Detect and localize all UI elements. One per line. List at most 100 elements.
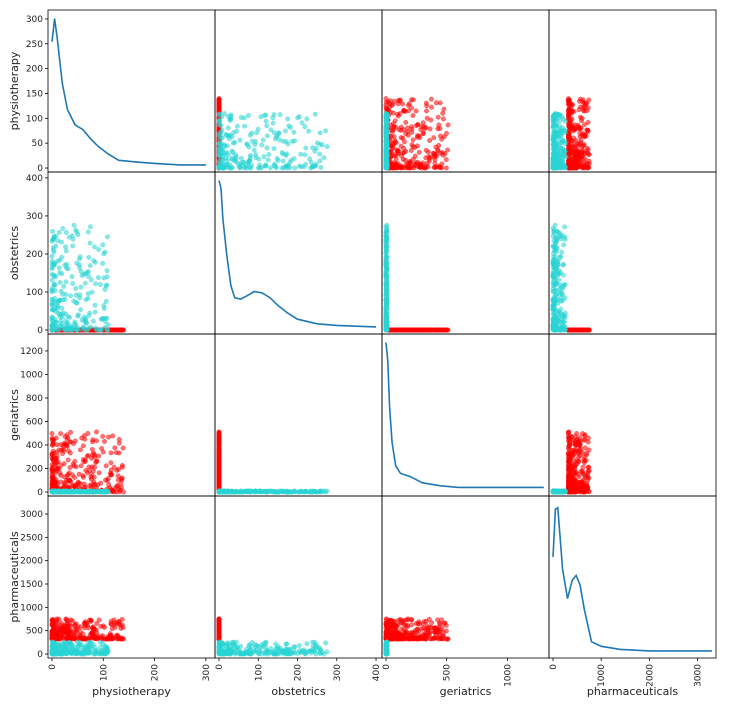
data-point (383, 268, 389, 274)
data-point (551, 229, 556, 235)
data-point (216, 462, 222, 468)
data-point (388, 133, 394, 139)
data-point (58, 431, 63, 436)
data-point (412, 145, 418, 150)
data-point (242, 123, 248, 129)
panel-frame (214, 333, 383, 497)
data-point (404, 125, 410, 131)
data-point (225, 125, 231, 131)
data-point (87, 263, 93, 268)
data-point (559, 313, 564, 319)
data-point (394, 147, 400, 153)
data-point (559, 153, 565, 158)
data-point (580, 464, 586, 470)
data-point (251, 147, 257, 153)
panel-frame (214, 171, 383, 335)
data-point (307, 489, 313, 495)
data-point (238, 489, 243, 495)
data-point (432, 152, 438, 158)
data-point (216, 440, 222, 446)
data-point (312, 111, 318, 117)
data-point (424, 115, 430, 121)
data-point (61, 283, 67, 289)
data-point (393, 156, 399, 162)
panel-obstetrics-vs-pharmaceuticals (548, 171, 717, 335)
data-point (308, 165, 313, 171)
data-point (49, 253, 55, 259)
data-point (433, 144, 439, 150)
data-point (277, 489, 282, 495)
data-point (86, 273, 91, 279)
data-point (302, 152, 308, 158)
data-point (223, 155, 229, 161)
data-point (566, 462, 572, 468)
data-point (90, 439, 96, 445)
data-point (106, 482, 112, 488)
data-point (263, 163, 269, 169)
data-point (582, 433, 587, 438)
data-point (581, 143, 586, 149)
data-point (216, 163, 222, 169)
data-point (439, 161, 445, 167)
data-point (572, 125, 577, 130)
data-point (83, 297, 89, 303)
data-point (68, 429, 74, 435)
data-point (384, 136, 389, 142)
data-point (440, 110, 446, 116)
data-point (324, 144, 330, 150)
data-point (576, 454, 582, 460)
data-point (227, 489, 233, 495)
data-point (82, 280, 88, 286)
data-point (427, 138, 432, 143)
data-point (558, 137, 564, 143)
data-point (441, 106, 447, 112)
data-point (552, 302, 557, 308)
data-point (578, 327, 584, 333)
data-point (249, 162, 254, 168)
data-point (411, 327, 417, 333)
data-point (280, 158, 286, 164)
data-point (74, 229, 80, 235)
data-point (443, 157, 449, 163)
data-point (383, 145, 389, 151)
data-point (271, 146, 277, 152)
data-point (59, 305, 65, 311)
data-point (582, 445, 588, 451)
data-point (398, 164, 404, 170)
data-point (307, 156, 313, 162)
data-point (566, 108, 571, 114)
data-point (65, 314, 71, 319)
data-point (383, 312, 389, 318)
data-point (317, 151, 323, 157)
data-point (553, 327, 558, 332)
data-point (584, 108, 590, 114)
data-point (87, 483, 93, 489)
data-point (383, 156, 389, 162)
data-point (66, 448, 71, 454)
data-point (80, 443, 86, 449)
data-point (216, 447, 222, 453)
data-point (577, 449, 583, 455)
data-point (77, 256, 82, 262)
data-point (393, 125, 399, 130)
data-point (217, 488, 223, 494)
data-point (225, 133, 231, 139)
data-point (567, 327, 572, 333)
data-point (104, 274, 110, 280)
data-point (50, 302, 56, 308)
data-point (103, 298, 109, 304)
data-point (283, 128, 288, 134)
data-point (118, 481, 124, 487)
panel-frame (381, 333, 550, 497)
data-point (440, 116, 446, 122)
data-point (417, 327, 423, 333)
data-point (552, 145, 557, 151)
data-point (401, 145, 406, 151)
data-point (83, 467, 89, 473)
panel-geriatrics-vs-geriatrics (381, 333, 550, 497)
data-point (93, 281, 99, 287)
data-point (51, 282, 57, 287)
data-point (69, 274, 75, 279)
data-point (63, 248, 69, 254)
data-point (56, 265, 62, 271)
